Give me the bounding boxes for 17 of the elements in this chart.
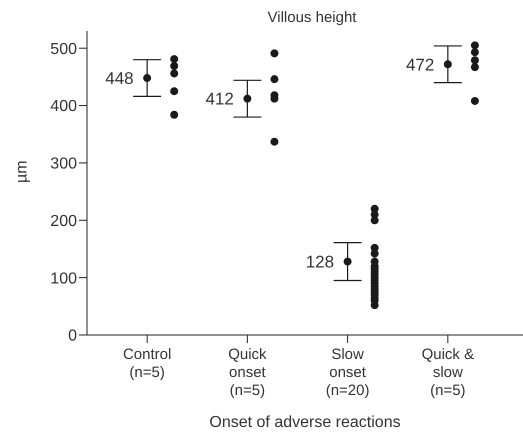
x-tick-label: Control (n=5): [122, 346, 172, 381]
chart-title: Villous height: [268, 9, 358, 26]
y-tick-label: 400: [50, 98, 78, 116]
y-tick-label: 500: [50, 40, 78, 58]
y-axis-title: µm: [14, 160, 31, 183]
y-tick-label: 300: [50, 156, 78, 173]
x-axis-title: Onset of adverse reactions: [209, 414, 401, 431]
y-tick-label: 100: [50, 270, 78, 288]
y-tick-label: 0: [68, 328, 78, 345]
data-label: 448: [105, 69, 134, 88]
data-label: 128: [306, 252, 334, 272]
x-tick-label: Quick onset (n=5): [228, 346, 268, 399]
x-tick-label: Slow onset (n=20): [326, 346, 370, 399]
y-tick-label: 200: [50, 212, 78, 230]
data-label: 472: [406, 55, 434, 74]
x-tick-label: Quick & slow (n=5): [422, 346, 474, 399]
data-label: 412: [205, 90, 234, 109]
